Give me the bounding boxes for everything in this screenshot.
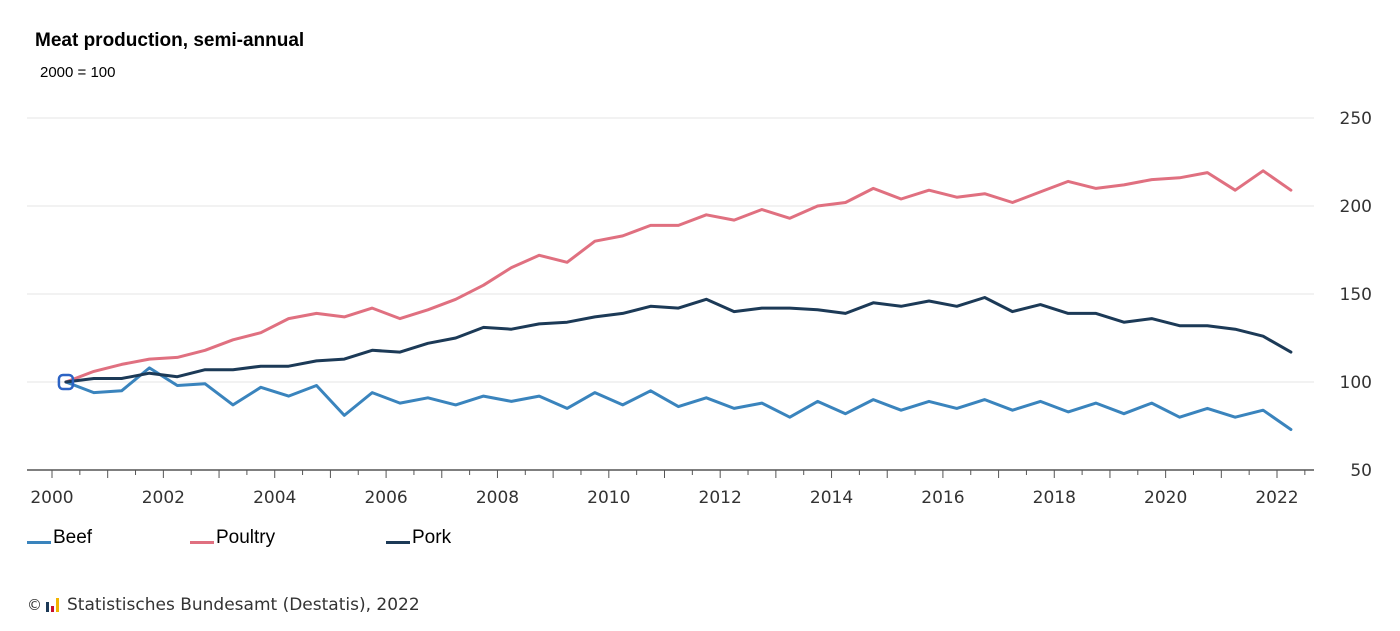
y-tick-label-50: 50 <box>1350 461 1372 481</box>
x-tick-label-2018: 2018 <box>1033 488 1076 508</box>
legend-label-poultry: Poultry <box>216 527 276 548</box>
series-line-pork <box>64 296 1293 384</box>
x-tick-label-2022: 2022 <box>1255 488 1298 508</box>
x-tick-label-2006: 2006 <box>364 488 407 508</box>
legend-item-poultry: Poultry <box>190 527 275 549</box>
x-tick-label-2020: 2020 <box>1144 488 1187 508</box>
y-tick-label-250: 250 <box>1340 109 1372 129</box>
markers <box>57 373 75 391</box>
grid-lines <box>27 117 1314 383</box>
y-tick-label-150: 150 <box>1340 285 1372 305</box>
chart-title: Meat production, semi-annual <box>35 30 305 51</box>
legend-swatch-beef <box>27 541 51 544</box>
x-tick-label-2010: 2010 <box>587 488 630 508</box>
x-tick-label-2002: 2002 <box>142 488 185 508</box>
series-lines <box>64 169 1293 431</box>
legend-label-pork: Pork <box>412 527 452 548</box>
legend-item-beef: Beef <box>27 527 92 549</box>
base-point-marker <box>57 373 75 391</box>
legend-label-beef: Beef <box>53 527 93 548</box>
y-axis-labels: 50 100 150 200 250 <box>1340 109 1372 481</box>
copyright-symbol: © <box>27 596 42 614</box>
legend-swatch-pork <box>386 541 410 544</box>
x-axis: 2000 2002 2004 2006 2008 2010 2012 2014 2016 2018… <box>27 469 1314 508</box>
legend: Beef Poultry Pork <box>0 527 1400 551</box>
source-text: Statistisches Bundesamt (Destatis), 2022 <box>67 595 420 615</box>
y-tick-label-100: 100 <box>1340 373 1372 393</box>
x-tick-label-2016: 2016 <box>921 488 964 508</box>
x-tick-label-2012: 2012 <box>699 488 742 508</box>
series-line-beef <box>64 366 1293 431</box>
legend-item-pork: Pork <box>386 527 451 549</box>
x-tick-label-2004: 2004 <box>253 488 296 508</box>
x-tick-label-2000: 2000 <box>30 488 73 508</box>
x-tick-label-2014: 2014 <box>810 488 853 508</box>
chart-subtitle: 2000 = 100 <box>40 64 116 81</box>
source-credit: © Statistisches Bundesamt (Destatis), 20… <box>27 595 420 615</box>
legend-swatch-poultry <box>190 541 214 544</box>
series-line-poultry <box>64 169 1293 384</box>
destatis-logo-icon <box>46 598 62 612</box>
y-tick-label-200: 200 <box>1340 197 1372 217</box>
x-tick-label-2008: 2008 <box>476 488 519 508</box>
